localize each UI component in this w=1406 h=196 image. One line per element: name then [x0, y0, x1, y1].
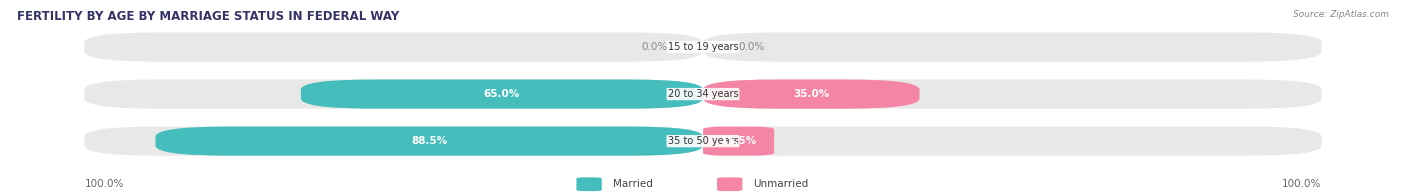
Text: 0.0%: 0.0%: [641, 42, 668, 52]
Text: 15 to 19 years: 15 to 19 years: [668, 42, 738, 52]
Text: FERTILITY BY AGE BY MARRIAGE STATUS IN FEDERAL WAY: FERTILITY BY AGE BY MARRIAGE STATUS IN F…: [17, 10, 399, 23]
Text: 35.0%: 35.0%: [793, 89, 830, 99]
FancyBboxPatch shape: [84, 80, 703, 109]
FancyBboxPatch shape: [703, 80, 1322, 109]
FancyBboxPatch shape: [703, 127, 1322, 156]
Text: 20 to 34 years: 20 to 34 years: [668, 89, 738, 99]
Text: 0.0%: 0.0%: [738, 42, 765, 52]
Text: 100.0%: 100.0%: [1282, 179, 1322, 189]
FancyBboxPatch shape: [156, 127, 703, 156]
Text: 11.5%: 11.5%: [720, 136, 756, 146]
FancyBboxPatch shape: [703, 80, 920, 109]
FancyBboxPatch shape: [301, 80, 703, 109]
Text: 88.5%: 88.5%: [411, 136, 447, 146]
FancyBboxPatch shape: [703, 127, 775, 156]
Text: Source: ZipAtlas.com: Source: ZipAtlas.com: [1294, 10, 1389, 19]
FancyBboxPatch shape: [84, 127, 703, 156]
FancyBboxPatch shape: [717, 177, 742, 191]
FancyBboxPatch shape: [84, 33, 703, 62]
FancyBboxPatch shape: [576, 177, 602, 191]
Text: 65.0%: 65.0%: [484, 89, 520, 99]
FancyBboxPatch shape: [703, 33, 1322, 62]
Text: 35 to 50 years: 35 to 50 years: [668, 136, 738, 146]
Text: Unmarried: Unmarried: [754, 179, 808, 189]
Text: Married: Married: [613, 179, 652, 189]
Text: 100.0%: 100.0%: [84, 179, 124, 189]
